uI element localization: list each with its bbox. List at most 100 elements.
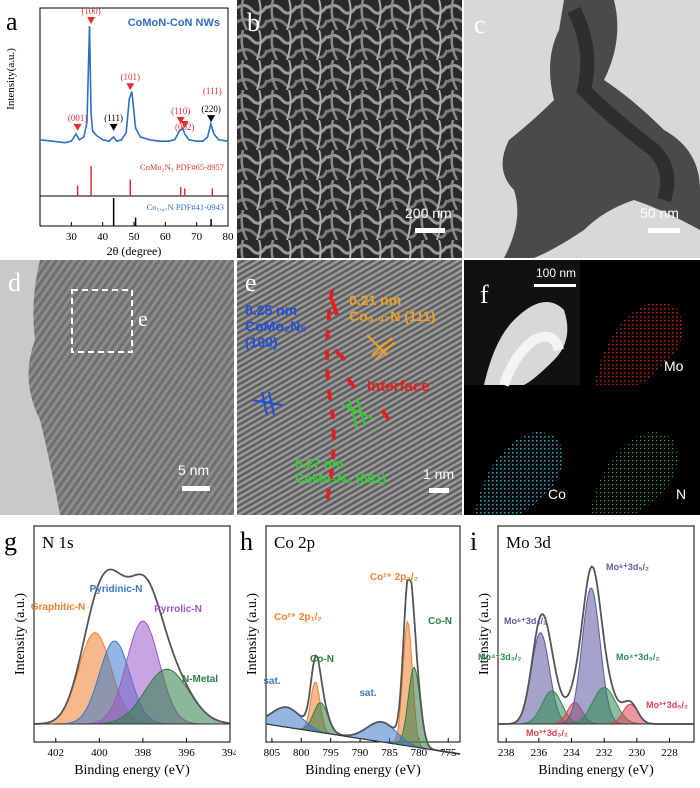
peak-label: (100)	[81, 6, 101, 16]
component-fill	[498, 588, 694, 724]
peak-label: (001)	[68, 113, 88, 123]
component-fill	[266, 682, 460, 754]
lattice-blue-spacing: 0.25 nm	[245, 302, 298, 318]
tem-image-panel: c 50 nm	[464, 0, 700, 258]
x-tick-label: 400	[91, 747, 108, 759]
hrtem-image-panel: d e 5 nm	[0, 260, 234, 515]
scale-bar-e	[429, 488, 449, 493]
xps-n1s-chart: 402 400 398 396 394 Binding energy (eV) Intens…	[4, 525, 236, 778]
component-label: sat.	[359, 688, 376, 699]
envelope-line	[265, 578, 461, 755]
peak-label: (220)	[201, 104, 221, 114]
component-label: Co-N	[428, 616, 452, 627]
x-tick-label: 80	[223, 231, 235, 243]
component-fill	[266, 721, 460, 754]
component-fill	[34, 621, 230, 724]
background-line	[265, 723, 461, 755]
x-tick-label: 394	[222, 747, 236, 759]
inset-label-e: e	[138, 306, 148, 331]
peak-marker	[207, 115, 216, 123]
lattice-green-spacing: 0.27 nm	[295, 456, 344, 471]
x-tick-label: 396	[178, 747, 195, 759]
component-label: N-Metal	[182, 674, 218, 685]
xps-title: N 1s	[42, 533, 74, 552]
x-axis-label: Binding energy (eV)	[538, 763, 654, 778]
x-tick-label: 780	[411, 747, 428, 759]
component-fill	[498, 687, 694, 724]
component-label: Mo⁶⁺3d₅/₂	[606, 562, 649, 572]
xrd-series-line	[39, 25, 229, 144]
scale-bar-label-b: 200 nm	[405, 205, 452, 221]
xps-title: Co 2p	[274, 533, 315, 552]
peak-marker	[109, 123, 118, 131]
x-axis-label: 2θ (degree)	[107, 244, 162, 258]
scale-bar-f	[534, 284, 576, 287]
component-label: Pyridinic-N	[90, 584, 143, 595]
component-label: Mo⁴⁺3d₃/₂	[478, 652, 521, 662]
xps-mo3d-chart: 238 236 234 232 230 228 Binding energy (eV) Int…	[470, 525, 695, 778]
plot-frame	[497, 525, 695, 743]
panel-label-d: d	[8, 268, 21, 297]
lattice-label-green: 0.27 nm CoMo₂N₅ (001)	[295, 456, 386, 486]
peak-marker	[87, 17, 96, 24]
map-label-co: Co	[548, 486, 566, 502]
scale-bar-d	[182, 486, 210, 491]
component-label: Mo³⁺3d₅/₂	[646, 700, 688, 710]
interface-label: Interface	[367, 378, 430, 395]
component-label: Co²⁺ 2p₁/₂	[274, 612, 322, 623]
peak-label: (111)	[203, 86, 222, 96]
panel-label-a: a	[6, 7, 18, 36]
x-tick-label: 790	[352, 747, 369, 759]
x-tick-label: 795	[322, 747, 339, 759]
component-label: sat.	[263, 676, 280, 687]
reference-label: Co₅.₄₇N PDF#41-0943	[147, 202, 224, 212]
reference-label: CoMo₂N₅ PDF#65-8957	[140, 162, 224, 172]
component-label: Mo⁴⁺3d₅/₂	[616, 652, 659, 662]
eds-mapping-panel: f 100 nm Mo Co N	[464, 260, 700, 515]
lattice-image-panel: e 0.25 nm CoMo₂N₅ (100) 0.21 nm Co₅.₄₇N …	[237, 260, 462, 515]
sem-image-panel: b 200 nm	[237, 0, 462, 258]
peak-label: (101)	[120, 72, 140, 82]
panel-label-i: i	[470, 527, 477, 556]
x-tick-label: 40	[97, 231, 109, 243]
scale-bar-label-c: 50 nm	[640, 205, 679, 221]
sem-image	[237, 0, 462, 258]
y-axis-label: Intensity(a.u.)	[5, 48, 17, 110]
component-label: Graphitic-N	[31, 602, 85, 613]
panel-label-b: b	[247, 8, 260, 37]
peak-label: (002)	[175, 122, 195, 132]
x-tick-label: 236	[531, 747, 548, 759]
lattice-blue-phase: CoMo₂N₅	[245, 318, 307, 334]
tem-image	[502, 0, 700, 258]
x-tick-label: 50	[129, 231, 141, 243]
component-fill	[498, 690, 694, 724]
scale-bar-b	[415, 228, 445, 233]
x-tick-label: 234	[563, 747, 580, 759]
peak-marker	[176, 116, 185, 124]
hrtem-image	[0, 260, 234, 515]
lattice-orange-phase: Co₅.₄₇N (111)	[349, 308, 436, 324]
peak-marker	[180, 120, 189, 128]
x-tick-label: 398	[135, 747, 152, 759]
panel-label-f: f	[480, 280, 489, 309]
panel-label-g: g	[4, 527, 17, 556]
eds-maps	[464, 260, 700, 515]
component-fill	[266, 702, 460, 754]
plot-frame	[33, 525, 231, 743]
component-fill	[34, 669, 230, 724]
component-label: Pyrrolic-N	[154, 604, 202, 615]
x-tick-label: 30	[66, 231, 78, 243]
component-label: Mo⁶⁺3d₃/₂	[504, 616, 547, 626]
component-label: Co-N	[310, 654, 334, 665]
map-label-mo: Mo	[664, 358, 684, 374]
map-label-n: N	[676, 486, 687, 502]
y-axis-label: Intensity (a.u.)	[13, 593, 28, 675]
x-tick-label: 230	[629, 747, 646, 759]
lattice-green-phase: CoMo₂N₅ (001)	[295, 471, 387, 486]
peak-label: (111)	[104, 113, 123, 123]
xps-n1s-panel: 402 400 398 396 394 Binding energy (eV) Intens…	[0, 520, 236, 788]
component-fill	[266, 707, 460, 754]
x-tick-label: 785	[381, 747, 398, 759]
xrd-legend-title: CoMoN-CoN NWs	[128, 17, 220, 29]
